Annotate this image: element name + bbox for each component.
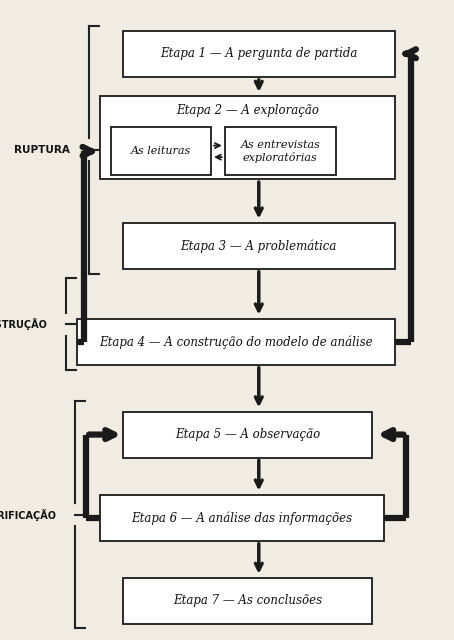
FancyBboxPatch shape (123, 223, 395, 269)
FancyBboxPatch shape (111, 127, 211, 175)
Text: Etapa 4 — A construção do modelo de análise: Etapa 4 — A construção do modelo de anál… (99, 335, 373, 349)
Text: RUPTURA: RUPTURA (15, 145, 70, 155)
Text: As entrevistas
exploratórias: As entrevistas exploratórias (241, 140, 320, 163)
Text: Etapa 3 — A problemática: Etapa 3 — A problemática (181, 239, 337, 253)
Text: Etapa 6 — A análise das informações: Etapa 6 — A análise das informações (131, 511, 352, 525)
Text: Etapa 1 — A pergunta de partida: Etapa 1 — A pergunta de partida (160, 47, 357, 60)
Text: Etapa 7 — As conclusões: Etapa 7 — As conclusões (173, 595, 322, 607)
FancyBboxPatch shape (123, 31, 395, 77)
FancyBboxPatch shape (100, 96, 395, 179)
Text: CONSTRUÇÃO: CONSTRUÇÃO (0, 318, 48, 330)
FancyBboxPatch shape (123, 578, 372, 624)
Text: As leituras: As leituras (131, 147, 191, 156)
Text: Etapa 2 — A exploração: Etapa 2 — A exploração (176, 104, 319, 116)
FancyBboxPatch shape (100, 495, 384, 541)
FancyBboxPatch shape (123, 412, 372, 458)
Text: VERIFICAÇÃO: VERIFICAÇÃO (0, 509, 57, 521)
FancyBboxPatch shape (225, 127, 336, 175)
FancyBboxPatch shape (77, 319, 395, 365)
Text: Etapa 5 — A observação: Etapa 5 — A observação (175, 428, 320, 441)
